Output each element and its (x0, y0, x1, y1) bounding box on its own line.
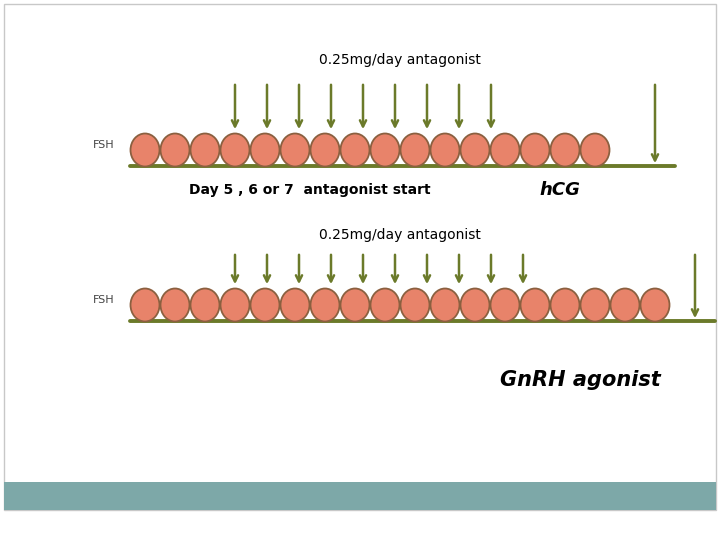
Ellipse shape (130, 288, 160, 321)
Ellipse shape (580, 133, 610, 166)
Bar (4, 482, 716, 510)
Ellipse shape (431, 288, 459, 321)
Text: FSH: FSH (94, 295, 115, 305)
Ellipse shape (310, 133, 340, 166)
Ellipse shape (431, 133, 459, 166)
Ellipse shape (341, 288, 369, 321)
Ellipse shape (400, 133, 430, 166)
Ellipse shape (551, 288, 580, 321)
Ellipse shape (161, 288, 189, 321)
Ellipse shape (580, 288, 610, 321)
Ellipse shape (161, 133, 189, 166)
Ellipse shape (521, 133, 549, 166)
Text: GnRH agonist: GnRH agonist (500, 370, 660, 390)
Ellipse shape (220, 133, 250, 166)
Ellipse shape (371, 133, 400, 166)
Ellipse shape (130, 133, 160, 166)
Ellipse shape (461, 288, 490, 321)
Text: Day 5 , 6 or 7  antagonist start: Day 5 , 6 or 7 antagonist start (189, 183, 431, 197)
Ellipse shape (191, 288, 220, 321)
Ellipse shape (341, 133, 369, 166)
Ellipse shape (400, 288, 430, 321)
Ellipse shape (281, 288, 310, 321)
Ellipse shape (310, 288, 340, 321)
Ellipse shape (371, 288, 400, 321)
Ellipse shape (220, 288, 250, 321)
Ellipse shape (641, 288, 670, 321)
Ellipse shape (611, 288, 639, 321)
Ellipse shape (490, 133, 520, 166)
Text: FSH: FSH (94, 140, 115, 150)
Ellipse shape (191, 133, 220, 166)
Text: 0.25mg/day antagonist: 0.25mg/day antagonist (319, 53, 481, 67)
Text: hCG: hCG (539, 181, 580, 199)
Ellipse shape (251, 133, 279, 166)
Ellipse shape (521, 288, 549, 321)
Ellipse shape (281, 133, 310, 166)
Ellipse shape (461, 133, 490, 166)
Text: 0.25mg/day antagonist: 0.25mg/day antagonist (319, 228, 481, 242)
Ellipse shape (490, 288, 520, 321)
Ellipse shape (551, 133, 580, 166)
Ellipse shape (251, 288, 279, 321)
